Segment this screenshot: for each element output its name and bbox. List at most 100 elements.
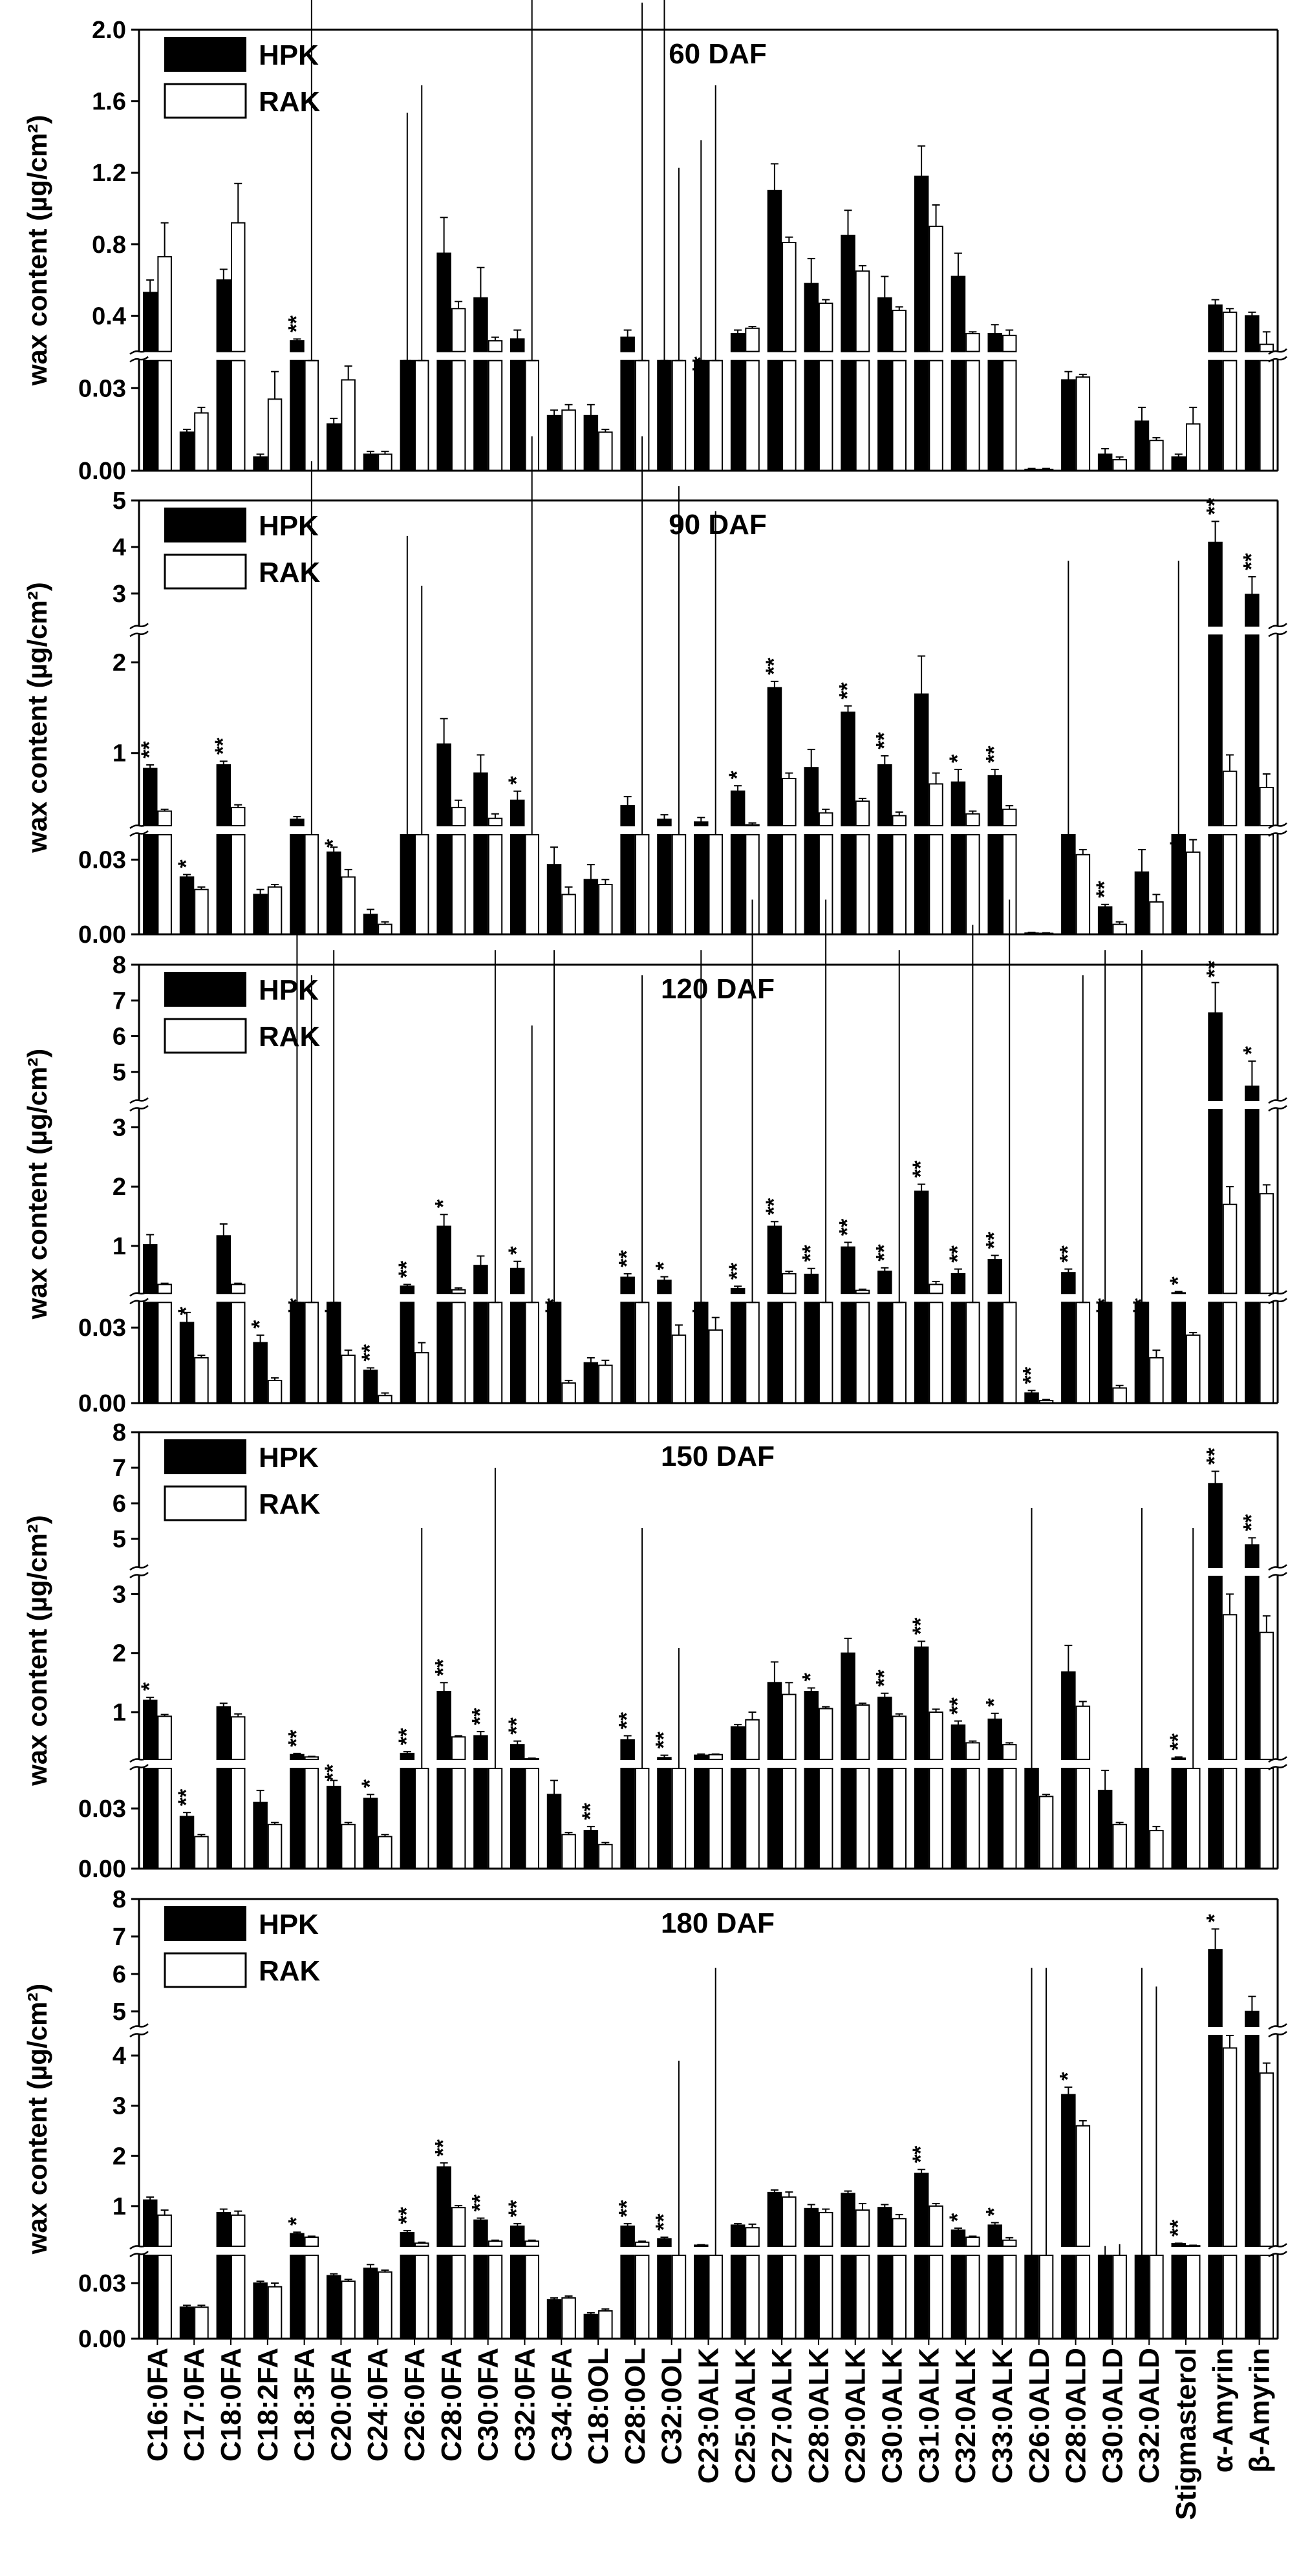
bar-hpk-p5-c7-seg1 bbox=[400, 2232, 415, 2247]
significance-marker: * bbox=[1166, 839, 1190, 848]
bar-rak-p4-c19 bbox=[855, 1702, 870, 1869]
y-tick-label: 0.03 bbox=[78, 375, 126, 402]
bar-rak-p5-c30-seg0 bbox=[1259, 2255, 1274, 2339]
x-tick-label: C32:0FA bbox=[510, 2348, 541, 2462]
bar-rak-p4-c8-seg1 bbox=[451, 1736, 466, 1761]
bar-hpk-p2-c16 bbox=[730, 785, 746, 935]
bar-rak-p2-c13 bbox=[634, 436, 650, 935]
bar-rak-p4-c25 bbox=[1075, 1701, 1091, 1869]
y-tick-label: 2 bbox=[113, 1640, 126, 1668]
bar-hpk-p3-c29-seg0 bbox=[1208, 1302, 1223, 1404]
bar-hpk-p2-c0 bbox=[143, 764, 158, 935]
bar-hpk-p4-c18-seg0 bbox=[804, 1768, 819, 1869]
bar-hpk-p3-c0-seg0 bbox=[143, 1302, 158, 1404]
panel-title: 180 DAF bbox=[661, 1907, 775, 1939]
axis-break-mark bbox=[129, 2243, 149, 2250]
x-tick-label: C17:0FA bbox=[178, 2348, 210, 2462]
bar-hpk-p2-c23-seg0 bbox=[987, 834, 1002, 935]
y-tick-label: 0.00 bbox=[78, 2326, 126, 2353]
significance-marker: ** bbox=[762, 1197, 786, 1215]
bar-hpk-p1-c8-seg0 bbox=[436, 360, 451, 472]
bar-hpk-p1-c0-seg1 bbox=[143, 292, 158, 352]
axis-break-mark bbox=[129, 2251, 149, 2258]
bar-hpk-p1-c10-seg1 bbox=[510, 338, 525, 352]
y-tick-label: 4 bbox=[113, 2043, 126, 2070]
bar-hpk-p2-c1 bbox=[179, 874, 195, 936]
bar-hpk-p3-c25-seg0 bbox=[1061, 1302, 1076, 1404]
x-tick-label: C28:0ALD bbox=[1060, 2348, 1092, 2484]
legend-label-rak: RAK bbox=[259, 1021, 321, 1053]
bar-hpk-p4-c21 bbox=[914, 1640, 929, 1869]
bar-rak-p1-c28-seg0 bbox=[1186, 423, 1201, 471]
bar-hpk-p1-c20-seg0 bbox=[877, 360, 892, 472]
bar-hpk-p5-c22-seg0 bbox=[950, 2255, 966, 2339]
bar-hpk-p4-c4 bbox=[290, 1752, 305, 1869]
bar-hpk-p2-c3-seg0 bbox=[253, 894, 268, 936]
bar-rak-p2-c7-seg0 bbox=[414, 834, 429, 935]
legend-swatch-hpk bbox=[164, 508, 246, 542]
bar-hpk-p5-c24 bbox=[1024, 1968, 1039, 2339]
bar-rak-p5-c7 bbox=[414, 2241, 429, 2339]
y-tick-label: 7 bbox=[113, 1455, 126, 1482]
y-tick-label: 7 bbox=[113, 987, 126, 1014]
bar-hpk-p5-c30-seg1 bbox=[1245, 2035, 1260, 2247]
bar-rak-p3-c21 bbox=[929, 1280, 943, 1404]
bar-hpk-p1-c2 bbox=[216, 268, 231, 472]
y-tick-label: 5 bbox=[113, 1059, 126, 1086]
bar-rak-p1-c29-seg0 bbox=[1222, 360, 1238, 472]
legend-label-rak: RAK bbox=[259, 86, 321, 118]
y-tick-label: 0.00 bbox=[78, 1390, 126, 1417]
bar-hpk-p1-c28 bbox=[1171, 453, 1186, 472]
legend-label-hpk: HPK bbox=[259, 510, 319, 542]
bar-hpk-p5-c23 bbox=[987, 2222, 1002, 2339]
bar-hpk-p3-c11 bbox=[546, 950, 562, 1404]
bar-rak-p1-c26 bbox=[1112, 456, 1127, 471]
bar-hpk-p3-c16 bbox=[730, 1285, 746, 1404]
x-tick-label: C30:0ALK bbox=[877, 2348, 908, 2484]
bar-hpk-p5-c4-seg1 bbox=[290, 2233, 305, 2248]
bar-rak-p2-c27-seg0 bbox=[1149, 901, 1164, 936]
bar-rak-p4-c17 bbox=[782, 1682, 797, 1869]
bar-hpk-p4-c15 bbox=[694, 1753, 709, 1869]
bar-rak-p2-c14 bbox=[671, 486, 687, 935]
bar-hpk-p3-c30-seg1 bbox=[1245, 1109, 1260, 1294]
bar-rak-p1-c8-seg0 bbox=[451, 360, 466, 472]
bar-rak-p4-c29-seg1 bbox=[1222, 1614, 1238, 1761]
bar-hpk-p5-c19-seg0 bbox=[841, 2255, 855, 2339]
bar-hpk-p3-c24 bbox=[1024, 1390, 1039, 1404]
y-tick-label: 3 bbox=[113, 2093, 126, 2120]
bar-hpk-p1-c3-seg0 bbox=[253, 456, 268, 472]
bar-hpk-p4-c19-seg0 bbox=[841, 1768, 855, 1869]
bar-rak-p1-c21-seg1 bbox=[929, 226, 943, 352]
bar-hpk-p1-c18 bbox=[804, 257, 819, 472]
bar-rak-p2-c26 bbox=[1112, 921, 1127, 935]
significance-marker: * bbox=[945, 2213, 970, 2222]
axis-break-gap bbox=[129, 352, 149, 360]
bar-rak-p1-c22 bbox=[965, 331, 980, 472]
bar-hpk-p3-c24-seg0 bbox=[1024, 1392, 1039, 1404]
bar-hpk-p1-c30-seg0 bbox=[1245, 360, 1260, 472]
bar-hpk-p3-c14-seg1 bbox=[657, 1280, 672, 1294]
legend-swatch-rak bbox=[164, 553, 247, 590]
bar-rak-p3-c21-seg1 bbox=[929, 1283, 943, 1294]
bar-hpk-p5-c27 bbox=[1134, 1968, 1150, 2339]
y-tick-label: 5 bbox=[113, 488, 126, 515]
bar-hpk-p5-c4 bbox=[290, 2231, 305, 2339]
bar-rak-p4-c25-seg0 bbox=[1075, 1768, 1091, 1869]
bar-hpk-p4-c4-seg1 bbox=[290, 1754, 305, 1760]
significance-marker: * bbox=[1203, 1913, 1227, 1922]
bar-hpk-p1-c9-seg0 bbox=[473, 360, 488, 472]
significance-marker: * bbox=[358, 1779, 382, 1788]
bar-rak-p1-c17-seg0 bbox=[782, 360, 797, 472]
bar-rak-p3-c1-seg0 bbox=[194, 1357, 209, 1404]
bar-hpk-p4-c1-seg0 bbox=[179, 1816, 195, 1869]
bar-hpk-p5-c3-seg0 bbox=[253, 2282, 268, 2339]
bar-rak-p3-c12-seg0 bbox=[598, 1364, 613, 1404]
bar-hpk-p1-c29-seg1 bbox=[1208, 304, 1223, 352]
bar-rak-p2-c11 bbox=[561, 886, 576, 936]
bar-hpk-p4-c0-seg0 bbox=[143, 1768, 158, 1869]
bar-hpk-p2-c17-seg0 bbox=[767, 834, 782, 935]
bar-hpk-p1-c17-seg0 bbox=[767, 360, 782, 472]
bar-hpk-p3-c6 bbox=[363, 1367, 378, 1404]
bar-hpk-p5-c2-seg0 bbox=[216, 2255, 231, 2339]
